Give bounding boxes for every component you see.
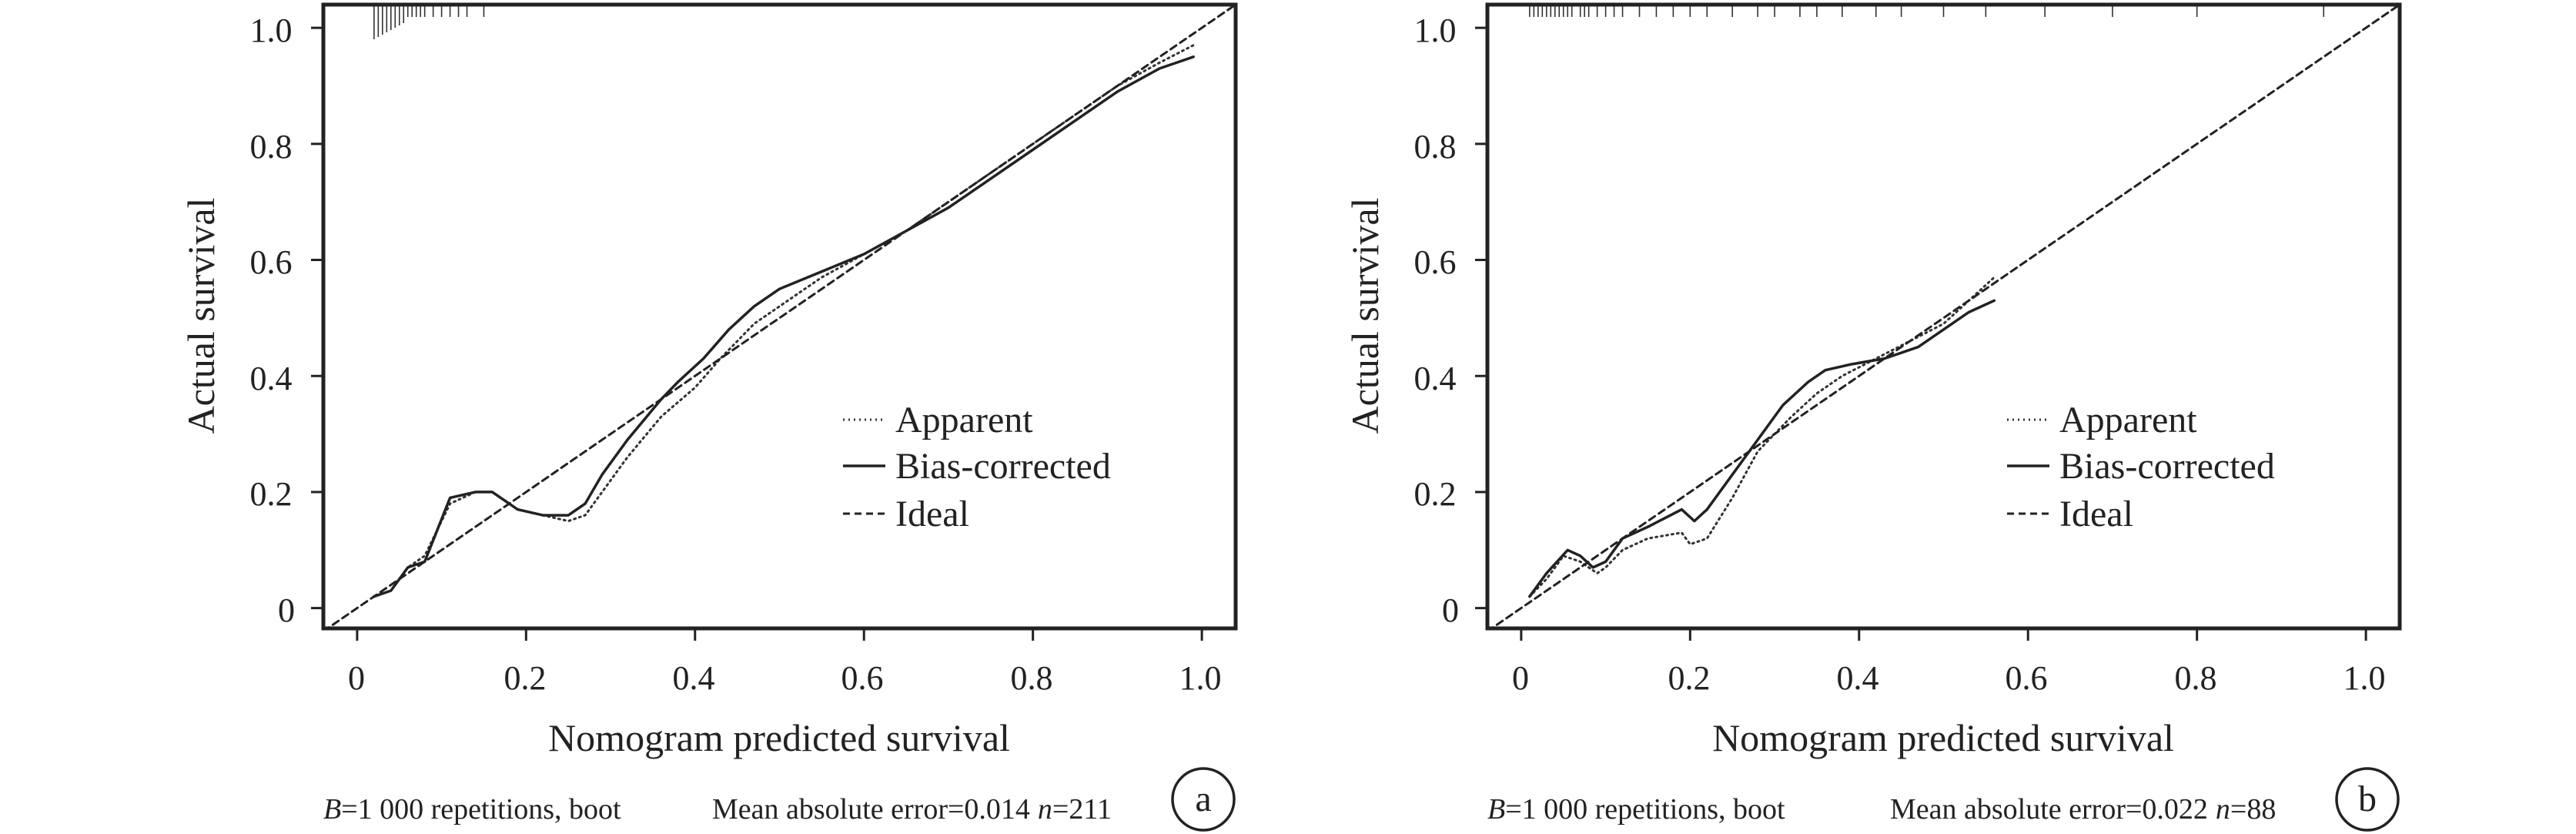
plot-frame [1485,2,2402,631]
caption-bootstrap: B=1 000 repetitions, boot [1487,793,1785,826]
legend-label-apparent: Apparent [2059,400,2197,440]
plot-frame [321,2,1238,631]
legend-label-apparent: Apparent [895,400,1033,440]
x-tick-label-0: 0 [1512,659,1529,697]
caption-error: Mean absolute error=0.022 n=88 [1890,793,2276,826]
legend-label-ideal: Ideal [895,494,969,534]
x-tick-label-2: 0.4 [673,659,715,697]
x-tick-labels: 0 0.2 0.4 0.6 0.8 1.0 [348,659,1222,697]
series-line-bias-corrected [373,55,1195,598]
y-tick-label-2: 0.4 [1414,360,1457,397]
caption-mae: Mean absolute error=0.022 [1890,793,2208,826]
panel-letter: b [2358,779,2377,819]
series-line-apparent [1528,276,1996,598]
legend: Apparent Bias-corrected Ideal [2007,400,2275,534]
y-tick-labels: 0 0.2 0.4 0.6 0.8 1.0 [250,12,296,629]
caption-n-var: n [1038,793,1052,826]
legend: Apparent Bias-corrected Ideal [843,400,1111,534]
x-tick-labels: 0 0.2 0.4 0.6 0.8 1.0 [1512,659,2386,697]
x-tick-label-3: 0.6 [2006,659,2048,697]
series-line-bias-corrected [1528,299,1996,598]
legend-label-bias-corrected: Bias-corrected [895,446,1111,487]
y-tick-label-4: 0.8 [250,128,293,166]
caption-b-var: B [323,793,341,826]
x-tick-label-4: 0.8 [2175,659,2217,697]
y-tick-label-5: 1.0 [250,12,293,49]
caption-error: Mean absolute error=0.014 n=211 [712,793,1112,826]
x-tick-label-2: 0.4 [1837,659,1879,697]
y-tick-label-3: 0.6 [1414,243,1457,281]
caption-n-value: =88 [2230,793,2276,826]
legend-label-bias-corrected: Bias-corrected [2059,446,2275,487]
panel-letter: a [1195,779,1211,819]
caption-mae: Mean absolute error=0.014 [712,793,1030,826]
y-tick-label-3: 0.6 [250,243,293,281]
legend-label-ideal: Ideal [2059,494,2133,534]
x-tick-label-0: 0 [348,659,365,697]
series-line-apparent [373,44,1195,598]
x-tick-label-5: 1.0 [2343,659,2386,697]
x-tick-label-1: 0.2 [1668,659,1711,697]
caption-repetitions: =1 000 repetitions, boot [1505,793,1785,826]
panel-b: 0 0.2 0.4 0.6 0.8 1.0 0 0.2 0.4 0.6 0.8 … [1343,2,2402,832]
x-tick-label-3: 0.6 [841,659,884,697]
y-tick-label-1: 0.2 [250,475,293,513]
x-axis-title: Nomogram predicted survival [1712,716,2174,759]
x-tick-label-1: 0.2 [504,659,547,697]
y-tick-label-0: 0 [278,591,295,629]
panel-letter-circle [2335,767,2400,832]
y-tick-label-1: 0.2 [1414,475,1457,513]
panel-a: 0 0.2 0.4 0.6 0.8 1.0 0 0.2 0.4 0.6 0.8 … [179,2,1238,832]
y-tick-label-2: 0.4 [250,360,293,397]
y-tick-labels: 0 0.2 0.4 0.6 0.8 1.0 [1414,12,1460,629]
y-tick-label-4: 0.8 [1414,128,1457,166]
caption-repetitions: =1 000 repetitions, boot [341,793,621,826]
caption-b-var: B [1487,793,1505,826]
y-tick-label-5: 1.0 [1414,12,1457,49]
y-axis-title: Actual survival [1343,198,1387,434]
series-line-ideal [325,5,1236,628]
caption-n-var: n [2216,793,2230,826]
series-line-ideal [1489,5,2400,628]
x-tick-label-4: 0.8 [1011,659,1053,697]
y-tick-label-0: 0 [1442,591,1459,629]
caption-bootstrap: B=1 000 repetitions, boot [323,793,621,826]
caption-n-value: =211 [1052,793,1112,826]
x-axis-title: Nomogram predicted survival [548,716,1010,759]
y-axis-title: Actual survival [179,198,222,434]
x-tick-label-5: 1.0 [1179,659,1222,697]
panel-letter-circle [1171,767,1236,832]
